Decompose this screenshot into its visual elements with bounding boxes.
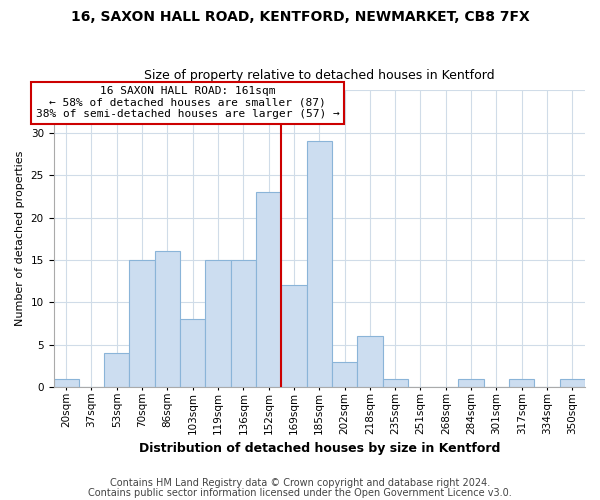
Bar (230, 260, 256, 388)
Bar (458, 379, 484, 388)
Y-axis label: Number of detached properties: Number of detached properties (15, 151, 25, 326)
Bar (130, 260, 155, 388)
Text: 16, SAXON HALL ROAD, KENTFORD, NEWMARKET, CB8 7FX: 16, SAXON HALL ROAD, KENTFORD, NEWMARKET… (71, 10, 529, 24)
X-axis label: Distribution of detached houses by size in Kentford: Distribution of detached houses by size … (139, 442, 500, 455)
Bar (307, 141, 332, 388)
Text: Contains HM Land Registry data © Crown copyright and database right 2024.: Contains HM Land Registry data © Crown c… (110, 478, 490, 488)
Bar (180, 320, 205, 388)
Title: Size of property relative to detached houses in Kentford: Size of property relative to detached ho… (144, 69, 494, 82)
Bar (205, 260, 230, 388)
Bar (357, 336, 383, 388)
Bar (155, 252, 180, 388)
Bar (281, 286, 307, 388)
Bar (383, 379, 408, 388)
Bar (53, 379, 79, 388)
Bar (509, 379, 535, 388)
Bar (332, 362, 357, 388)
Bar (256, 192, 281, 388)
Bar (104, 354, 130, 388)
Text: Contains public sector information licensed under the Open Government Licence v3: Contains public sector information licen… (88, 488, 512, 498)
Text: 16 SAXON HALL ROAD: 161sqm
← 58% of detached houses are smaller (87)
38% of semi: 16 SAXON HALL ROAD: 161sqm ← 58% of deta… (36, 86, 340, 120)
Bar (560, 379, 585, 388)
